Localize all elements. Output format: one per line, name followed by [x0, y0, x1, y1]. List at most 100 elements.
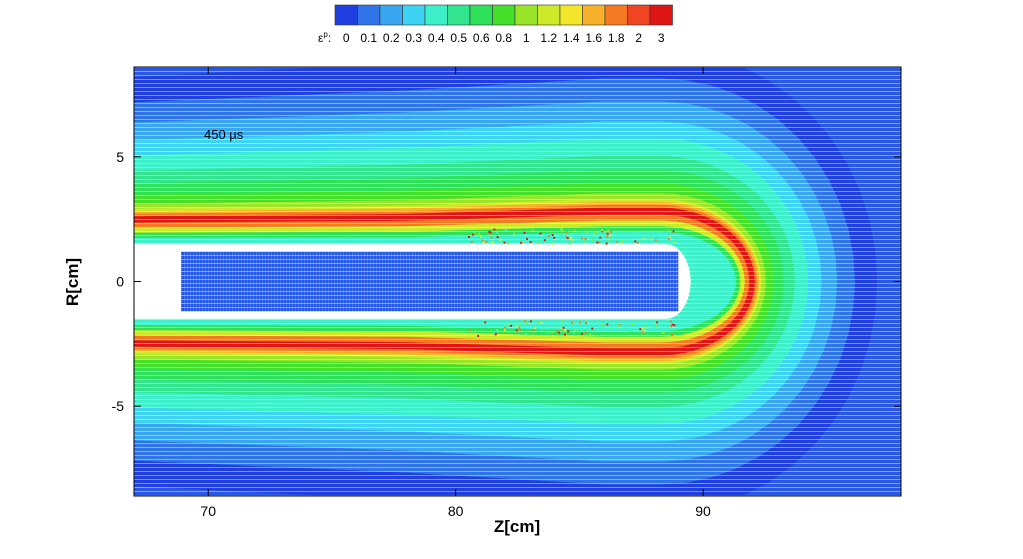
debris-speck: [601, 229, 604, 232]
debris-speck: [570, 236, 572, 239]
y-tick-label: 5: [116, 149, 124, 165]
debris-speck: [597, 235, 600, 238]
debris-speck: [507, 242, 510, 245]
debris-speck: [622, 239, 624, 242]
debris-speck: [478, 232, 480, 235]
colorbar-swatch-7: [492, 4, 516, 26]
debris-speck: [667, 229, 670, 232]
debris-speck: [542, 241, 544, 244]
debris-speck: [622, 240, 625, 243]
debris-speck: [639, 328, 642, 331]
debris-speck: [472, 233, 475, 236]
colorbar-swatch-1: [357, 4, 381, 26]
debris-speck: [573, 229, 576, 232]
debris-speck: [485, 240, 488, 243]
colorbar-swatch-11: [582, 4, 606, 26]
debris-speck: [474, 330, 477, 333]
debris-speck: [591, 327, 594, 330]
colorbar-swatch-4: [424, 4, 448, 26]
debris-speck: [521, 241, 524, 244]
debris-speck: [540, 328, 543, 331]
colorbar-swatches: [334, 4, 673, 26]
colorbar-label-8: 1: [523, 31, 530, 45]
debris-speck: [591, 241, 594, 244]
debris-speck: [616, 240, 619, 243]
debris-speck: [518, 323, 521, 326]
debris-speck: [600, 238, 603, 241]
debris-speck: [560, 326, 563, 329]
debris-speck: [524, 320, 527, 323]
debris-speck: [574, 328, 577, 331]
debris-speck: [579, 321, 582, 324]
colorbar-label-5: 0.5: [450, 31, 467, 45]
colorbar-label-7: 0.8: [495, 31, 512, 45]
debris-speck: [662, 331, 665, 334]
debris-speck: [519, 328, 522, 331]
debris-speck: [618, 324, 621, 327]
debris-speck: [526, 238, 529, 240]
debris-speck: [537, 241, 540, 244]
debris-speck: [618, 325, 620, 328]
debris-speck: [580, 237, 583, 240]
debris-speck: [671, 323, 674, 326]
colorbar-label-11: 1.6: [585, 31, 602, 45]
debris-speck: [559, 334, 561, 337]
colorbar-swatch-2: [379, 4, 403, 26]
debris-speck: [673, 241, 676, 244]
debris-speck: [499, 238, 502, 241]
debris-speck: [548, 235, 550, 238]
debris-speck: [656, 321, 659, 324]
colorbar-label-14: 3: [658, 31, 665, 45]
debris-speck: [669, 320, 672, 323]
debris-speck: [646, 328, 649, 331]
debris-speck: [551, 331, 554, 333]
debris-speck: [503, 230, 506, 233]
debris-speck: [523, 231, 526, 234]
debris-speck: [567, 330, 570, 333]
debris-speck: [584, 238, 587, 240]
debris-speck: [491, 241, 494, 244]
debris-speck: [571, 238, 574, 241]
debris-speck: [524, 333, 527, 335]
mesh-lines: [134, 67, 901, 496]
colorbar-title-sup: p: [323, 30, 328, 39]
debris-speck: [594, 231, 597, 234]
debris-speck: [549, 238, 552, 241]
debris-speck: [582, 329, 585, 332]
debris-speck: [513, 232, 516, 235]
colorbar-swatch-5: [447, 4, 471, 26]
debris-speck: [673, 324, 676, 327]
colorbar-label-9: 1.2: [540, 31, 557, 45]
debris-speck: [496, 236, 499, 239]
debris-speck: [477, 335, 480, 337]
debris-speck: [620, 242, 623, 245]
debris-speck: [565, 235, 568, 238]
debris-speck: [643, 330, 646, 333]
y-tick-label: 0: [116, 274, 124, 290]
colorbar-swatch-12: [604, 4, 628, 26]
debris-speck: [564, 333, 566, 336]
colorbar-swatch-9: [537, 4, 561, 26]
debris-speck: [490, 236, 493, 239]
debris-speck: [532, 329, 535, 332]
debris-speck: [482, 241, 485, 244]
debris-speck: [592, 238, 594, 241]
debris-speck: [496, 231, 499, 234]
debris-speck: [596, 241, 599, 244]
debris-speck: [533, 327, 536, 329]
colorbar-swatch-6: [469, 4, 493, 26]
debris-speck: [560, 228, 563, 231]
debris-speck: [650, 237, 653, 240]
debris-speck: [553, 237, 556, 239]
colorbar-label-1: 0.1: [360, 31, 377, 45]
debris-speck: [468, 329, 471, 332]
debris-speck: [671, 334, 674, 337]
debris-speck: [655, 325, 658, 328]
debris-speck: [605, 242, 608, 245]
colorbar-label-13: 2: [635, 31, 642, 45]
debris-speck: [606, 323, 609, 326]
plot-area: [134, 67, 901, 496]
debris-speck: [543, 239, 546, 242]
debris-speck: [531, 229, 534, 232]
debris-speck: [493, 332, 496, 335]
